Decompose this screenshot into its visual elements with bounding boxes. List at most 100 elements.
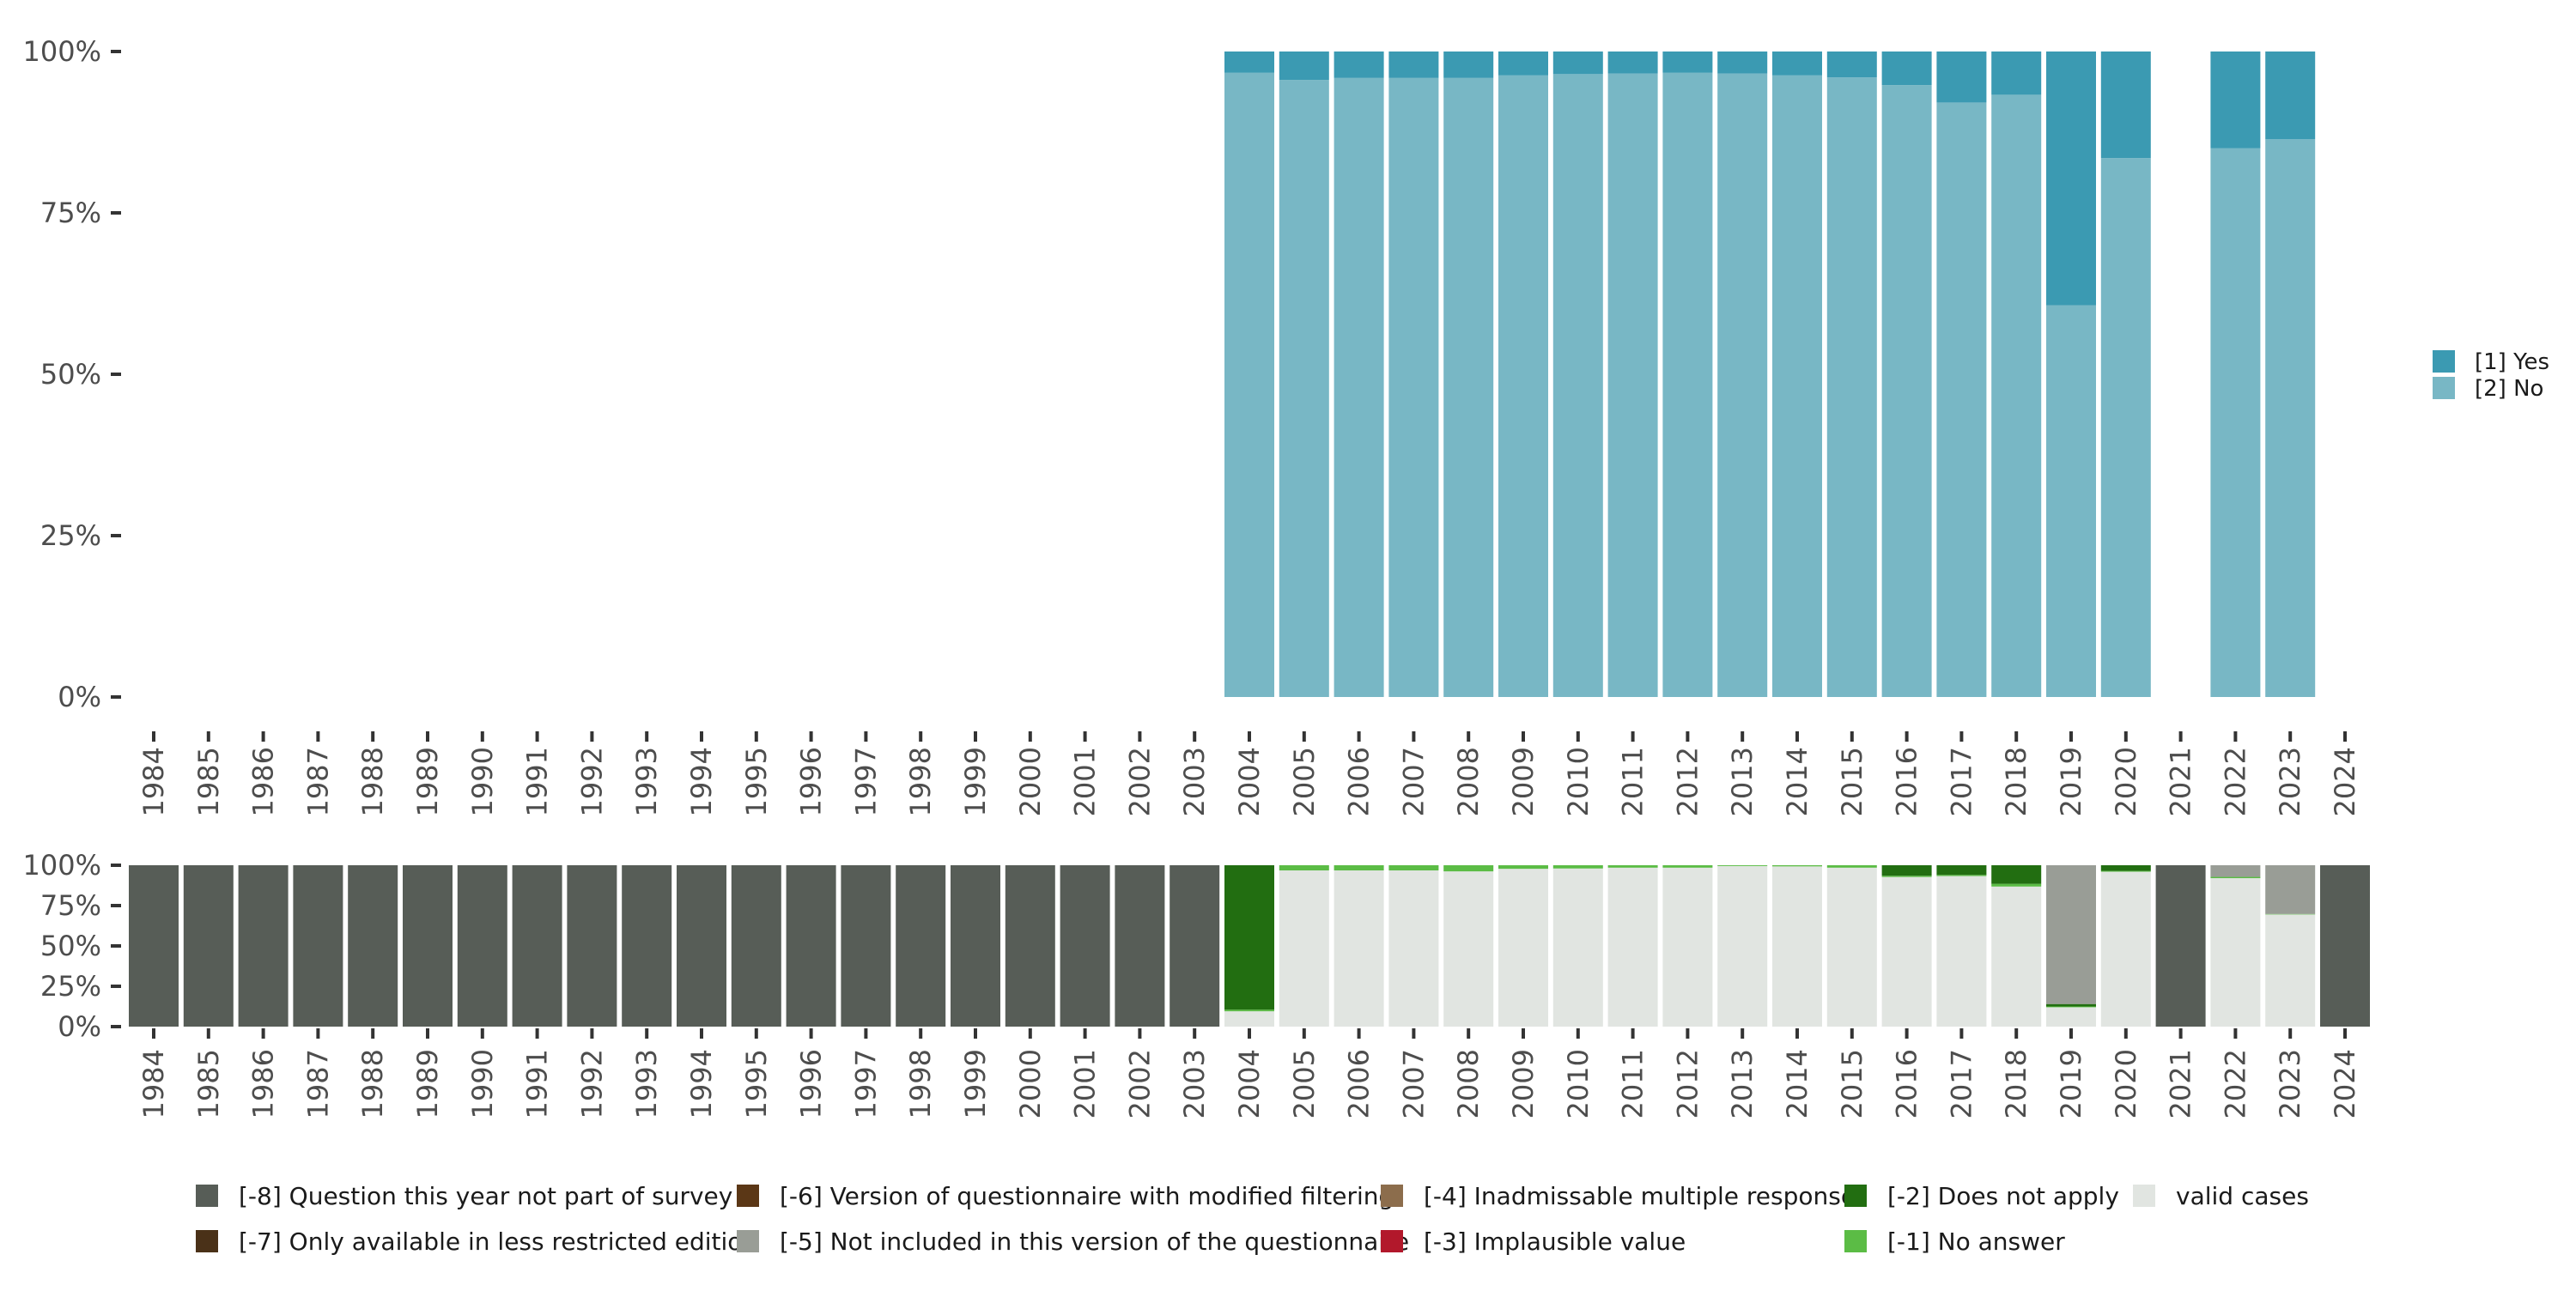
bottom-xtick-label-2011: 2011	[1617, 1049, 1649, 1118]
bottom-xtick-label-2008: 2008	[1452, 1049, 1485, 1118]
top-bar-2006-2-no	[1334, 77, 1384, 697]
bottom-bar-1986-8-question-this-year-not-part-of-survey	[238, 865, 289, 1027]
top-bar-2019-2-no	[2046, 305, 2096, 697]
bottom-xtick-label-1989: 1989	[411, 1049, 444, 1118]
top-xtick-label-1997: 1997	[849, 747, 882, 816]
bottom-legend-key-5-not-included-in-this-version-of-the-questionnaire	[737, 1230, 759, 1252]
bottom-bar-2020-valid-cases	[2100, 871, 2151, 1027]
top-xtick-label-2006: 2006	[1343, 747, 1376, 816]
top-bar-2023-1-yes	[2265, 52, 2316, 140]
bottom-bar-2006-1-no-answer	[1334, 865, 1384, 871]
top-bar-2016-1-yes	[1881, 52, 1932, 86]
bottom-bar-2017-2-does-not-apply	[1936, 865, 1987, 876]
bottom-bar-2004-valid-cases	[1224, 1011, 1274, 1027]
bottom-bar-2005-1-no-answer	[1279, 865, 1329, 871]
top-xtick-label-2012: 2012	[1671, 747, 1704, 816]
bottom-bar-2006-valid-cases	[1334, 870, 1384, 1027]
bottom-bar-2012-valid-cases	[1662, 867, 1713, 1027]
bottom-xtick-label-1985: 1985	[192, 1049, 225, 1118]
bottom-bar-1999-8-question-this-year-not-part-of-survey	[951, 865, 1000, 1027]
bottom-bar-1990-8-question-this-year-not-part-of-survey	[457, 865, 507, 1027]
bottom-xtick-label-1996: 1996	[795, 1049, 828, 1118]
bottom-xtick-label-2015: 2015	[1836, 1049, 1868, 1118]
bottom-bar-2011-1-no-answer	[1607, 865, 1658, 868]
top-xtick-label-2010: 2010	[1562, 747, 1595, 816]
top-xtick-label-2018: 2018	[2000, 747, 2032, 816]
top-xtick-label-1986: 1986	[247, 747, 280, 816]
bottom-bar-2010-valid-cases	[1552, 868, 1603, 1027]
bottom-xtick-label-1990: 1990	[466, 1049, 499, 1118]
top-bar-2006-1-yes	[1334, 52, 1384, 78]
top-bar-2007-2-no	[1388, 77, 1439, 697]
bottom-xtick-label-2017: 2017	[1945, 1049, 1978, 1118]
bottom-bar-2004-2-does-not-apply	[1224, 865, 1274, 1010]
bottom-bar-2013-valid-cases	[1717, 865, 1768, 1027]
bottom-bar-2012-1-no-answer	[1662, 865, 1713, 868]
top-bar-2011-1-yes	[1607, 52, 1658, 74]
bottom-bar-1998-8-question-this-year-not-part-of-survey	[896, 865, 946, 1027]
bottom-bar-2023-1-no-answer	[2265, 913, 2316, 915]
bottom-xtick-label-2001: 2001	[1069, 1049, 1102, 1118]
bottom-bar-2009-1-no-answer	[1498, 865, 1548, 870]
top-xtick-label-2021: 2021	[2165, 747, 2197, 816]
bottom-bar-2017-1-no-answer	[1936, 875, 1987, 876]
top-xtick-label-2024: 2024	[2329, 747, 2361, 816]
bottom-bar-1984-8-question-this-year-not-part-of-survey	[129, 865, 179, 1027]
bottom-bar-2014-valid-cases	[1772, 866, 1822, 1027]
bottom-chart-panel: 0% 25% 50% 75% 100% 1984 1985 1986 1987 1988 1989 1…	[23, 849, 2370, 1118]
bottom-xtick-label-1987: 1987	[301, 1049, 334, 1118]
top-xtick-label-1985: 1985	[192, 747, 225, 816]
bottom-xtick-label-1997: 1997	[849, 1049, 882, 1118]
bottom-bar-1987-8-question-this-year-not-part-of-survey	[293, 865, 343, 1027]
bottom-bar-2001-8-question-this-year-not-part-of-survey	[1060, 865, 1110, 1027]
top-legend-label-1-yes: [1] Yes	[2475, 349, 2549, 375]
bottom-bar-2017-valid-cases	[1936, 876, 1987, 1027]
top-ytick-label-75: 75%	[40, 197, 101, 229]
bottom-bar-2018-1-no-answer	[1991, 883, 2042, 887]
top-ytick-label-0: 0%	[58, 681, 101, 713]
bottom-bar-2011-valid-cases	[1607, 867, 1658, 1027]
top-bar-2017-2-no	[1936, 102, 1987, 697]
top-bar-2022-1-yes	[2210, 52, 2261, 148]
bottom-bar-2016-2-does-not-apply	[1881, 865, 1932, 876]
top-xtick-label-2020: 2020	[2110, 747, 2142, 816]
top-xtick-label-2014: 2014	[1781, 747, 1814, 816]
bottom-xtick-label-1993: 1993	[630, 1049, 663, 1118]
bottom-legend-label-2-does-not-apply: [-2] Does not apply	[1887, 1182, 2119, 1210]
top-bar-2008-1-yes	[1443, 52, 1494, 78]
bottom-bar-1985-8-question-this-year-not-part-of-survey	[183, 865, 234, 1027]
bottom-legend-key-6-version-of-questionnaire-with-modified-filtering	[737, 1185, 759, 1207]
bottom-bar-2010-1-no-answer	[1552, 865, 1603, 869]
top-bar-2017-1-yes	[1936, 52, 1987, 103]
top-xtick-label-2004: 2004	[1233, 747, 1266, 816]
top-bar-2005-1-yes	[1279, 52, 1329, 81]
top-xtick-label-1989: 1989	[411, 747, 444, 816]
bottom-bar-2018-2-does-not-apply	[1991, 865, 2042, 884]
top-xtick-label-1994: 1994	[685, 747, 718, 816]
bottom-xtick-label-2019: 2019	[2055, 1049, 2087, 1118]
bottom-bar-1995-8-question-this-year-not-part-of-survey	[731, 865, 781, 1027]
bottom-xtick-label-1992: 1992	[575, 1049, 608, 1118]
top-bar-2015-1-yes	[1826, 52, 1877, 78]
bottom-xtick-label-1995: 1995	[740, 1049, 773, 1118]
top-bar-2010-2-no	[1552, 74, 1603, 697]
bottom-bar-1988-8-question-this-year-not-part-of-survey	[348, 865, 398, 1027]
top-bar-2018-1-yes	[1991, 52, 2042, 95]
bottom-xtick-label-1994: 1994	[685, 1049, 718, 1118]
bottom-bar-2007-1-no-answer	[1388, 865, 1439, 871]
bottom-legend-key-7-only-available-in-less-restricted-edition	[196, 1230, 218, 1252]
bottom-bar-1991-8-question-this-year-not-part-of-survey	[512, 865, 562, 1027]
bottom-ytick-label-100: 100%	[23, 849, 101, 882]
bottom-bar-2015-valid-cases	[1826, 867, 1877, 1027]
bottom-legend: [-8] Question this year not part of surv…	[196, 1182, 2309, 1256]
bottom-legend-label-valid-cases: valid cases	[2176, 1182, 2309, 1210]
top-xtick-label-1993: 1993	[630, 747, 663, 816]
bottom-bar-1997-8-question-this-year-not-part-of-survey	[841, 865, 891, 1027]
top-xtick-label-2017: 2017	[1945, 747, 1978, 816]
bottom-bar-2019-valid-cases	[2046, 1007, 2096, 1027]
top-ytick-label-100: 100%	[23, 35, 101, 68]
top-xtick-label-1996: 1996	[795, 747, 828, 816]
top-xtick-label-1995: 1995	[740, 747, 773, 816]
